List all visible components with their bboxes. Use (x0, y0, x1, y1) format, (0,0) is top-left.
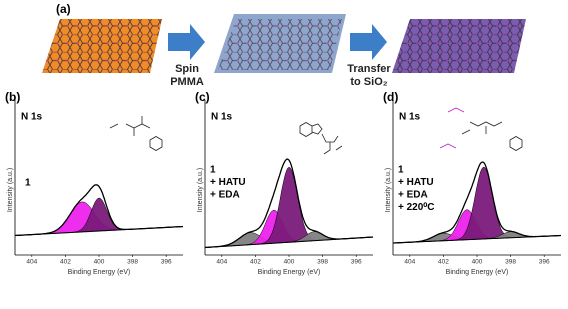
step-label: to SiO₂ (350, 76, 387, 88)
sample-label: 1 (25, 178, 31, 189)
panel-label: (b) (5, 90, 20, 104)
x-tick-label: 396 (161, 259, 172, 266)
x-tick-label: 402 (438, 259, 449, 266)
molecule (299, 122, 343, 155)
sample-label: + EDA (210, 190, 240, 201)
x-tick-label: 396 (351, 259, 362, 266)
panel-title: N 1s (211, 112, 233, 123)
peak (14, 197, 184, 236)
panel-title: N 1s (399, 112, 421, 123)
envelope (14, 184, 184, 237)
x-tick-label: 402 (250, 259, 261, 266)
envelope (393, 161, 561, 244)
step-label: PMMA (170, 76, 204, 88)
arrow (350, 24, 387, 60)
x-tick-label: 400 (284, 259, 295, 266)
substrate-orange (42, 19, 162, 73)
y-axis-label: Intensity (a.u.) (197, 168, 204, 212)
envelope (204, 158, 374, 249)
molecule (439, 107, 523, 151)
x-tick-label: 398 (317, 259, 328, 266)
x-tick-label: 404 (404, 259, 415, 266)
sample-label: + EDA (398, 190, 428, 201)
sample-label: + HATU (210, 177, 246, 188)
sample-label: 1 (398, 165, 404, 176)
panel-label: (c) (195, 90, 210, 104)
x-tick-label: 404 (216, 259, 227, 266)
x-axis-label: Binding Energy (eV) (68, 269, 131, 276)
molecule (109, 116, 163, 151)
substrate-sio2 (392, 19, 526, 73)
substrate-pmma (214, 14, 346, 73)
x-tick-label: 402 (60, 259, 71, 266)
sample-label: + HATU (398, 177, 434, 188)
panel-label: (a) (56, 2, 71, 16)
x-tick-label: 398 (127, 259, 138, 266)
x-tick-label: 404 (26, 259, 37, 266)
y-axis-label: Intensity (a.u.) (7, 168, 14, 212)
sample-label: + 220⁰C (398, 202, 435, 213)
panel-title: N 1s (21, 112, 43, 123)
x-tick-label: 400 (94, 259, 105, 266)
arrow (168, 24, 205, 60)
x-tick-label: 396 (539, 259, 550, 266)
x-axis-label: Binding Energy (eV) (258, 269, 321, 276)
y-axis-label: Intensity (a.u.) (385, 168, 392, 212)
sample-label: 1 (210, 165, 216, 176)
step-label: Spin (175, 63, 199, 75)
x-tick-label: 398 (505, 259, 516, 266)
step-label: Transfer (347, 63, 391, 75)
x-axis-label: Binding Energy (eV) (446, 269, 509, 276)
x-tick-label: 400 (472, 259, 483, 266)
panel-label: (d) (383, 90, 398, 104)
